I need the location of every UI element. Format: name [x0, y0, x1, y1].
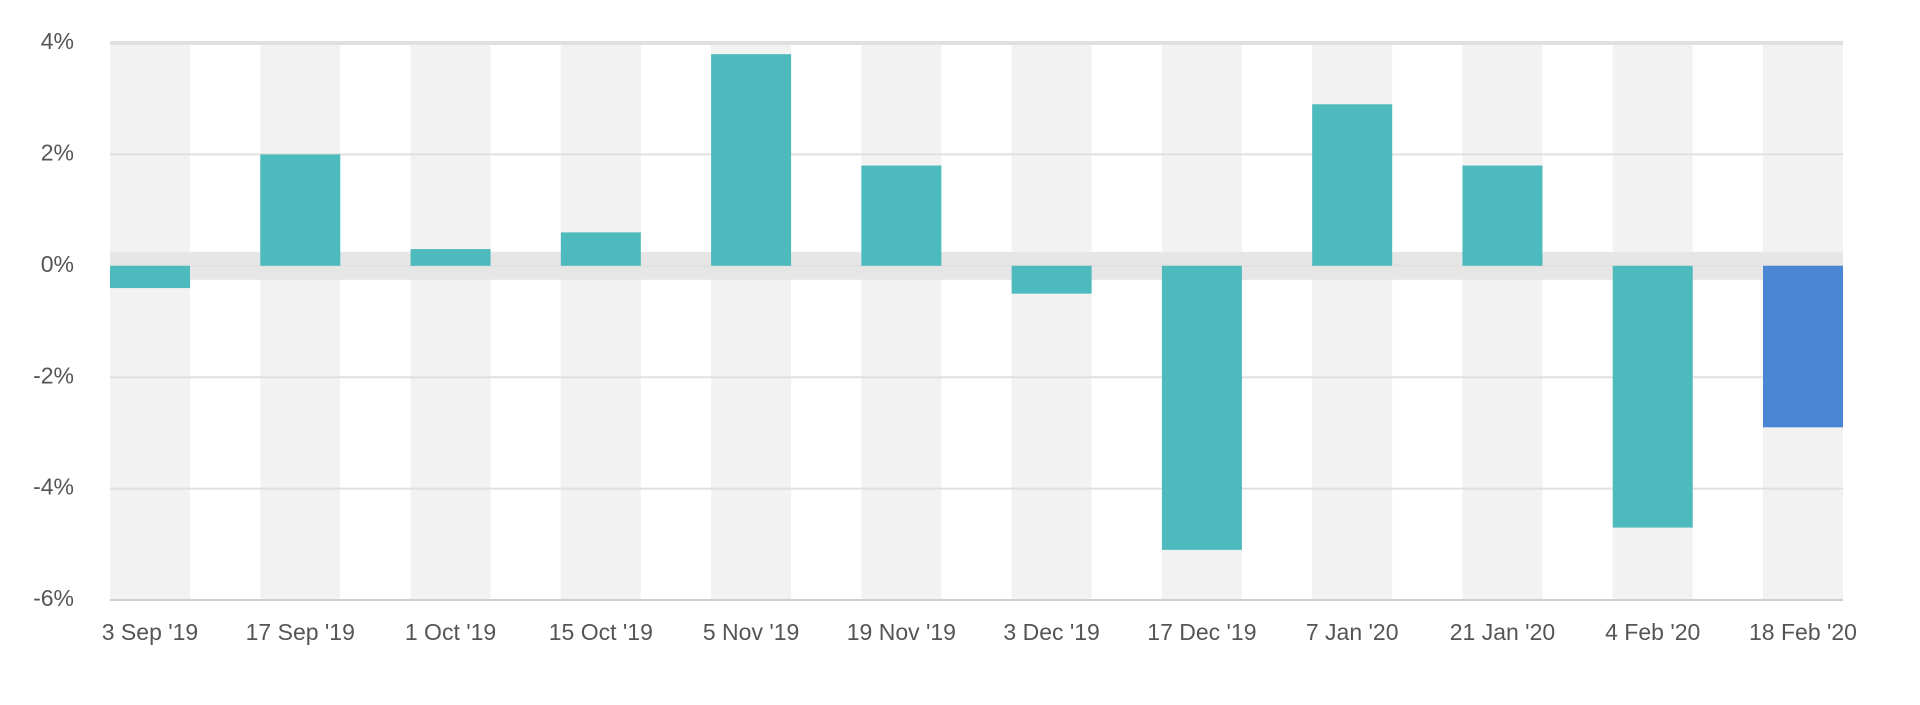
x-tick-label: 1 Oct '19 — [405, 619, 496, 645]
y-tick-label: 2% — [41, 139, 74, 165]
y-tick-label: 4% — [41, 28, 74, 54]
bar — [1462, 165, 1543, 266]
bar — [1612, 265, 1693, 528]
column-stripe — [410, 43, 491, 600]
bar — [1312, 104, 1393, 266]
column-stripe — [861, 43, 942, 600]
column-stripe — [1462, 43, 1543, 600]
x-tick-label: 7 Jan '20 — [1306, 619, 1399, 645]
column-stripe — [560, 43, 641, 600]
column-stripe — [110, 43, 190, 600]
bar — [110, 265, 190, 289]
x-tick-label: 15 Oct '19 — [549, 619, 653, 645]
bar — [861, 165, 942, 266]
x-tick-label: 19 Nov '19 — [847, 619, 956, 645]
x-tick-label: 3 Sep '19 — [102, 619, 198, 645]
y-tick-label: -6% — [33, 585, 74, 611]
x-tick-label: 17 Dec '19 — [1147, 619, 1256, 645]
y-tick-label: -2% — [33, 362, 74, 388]
bar — [1161, 265, 1242, 550]
y-tick-label: 0% — [41, 251, 74, 277]
bar — [1763, 265, 1843, 428]
x-tick-label: 21 Jan '20 — [1450, 619, 1555, 645]
column-stripe — [1011, 43, 1092, 600]
bar — [410, 249, 491, 266]
bar — [560, 232, 641, 266]
bar — [1011, 265, 1092, 294]
x-tick-label: 17 Sep '19 — [246, 619, 355, 645]
x-tick-label: 3 Dec '19 — [1003, 619, 1099, 645]
bar — [260, 154, 341, 266]
x-tick-label: 5 Nov '19 — [703, 619, 799, 645]
x-tick-label: 4 Feb '20 — [1605, 619, 1700, 645]
x-tick-label: 18 Feb '20 — [1749, 619, 1857, 645]
column-stripe — [260, 43, 341, 600]
bar — [711, 54, 792, 266]
y-tick-label: -4% — [33, 474, 74, 500]
